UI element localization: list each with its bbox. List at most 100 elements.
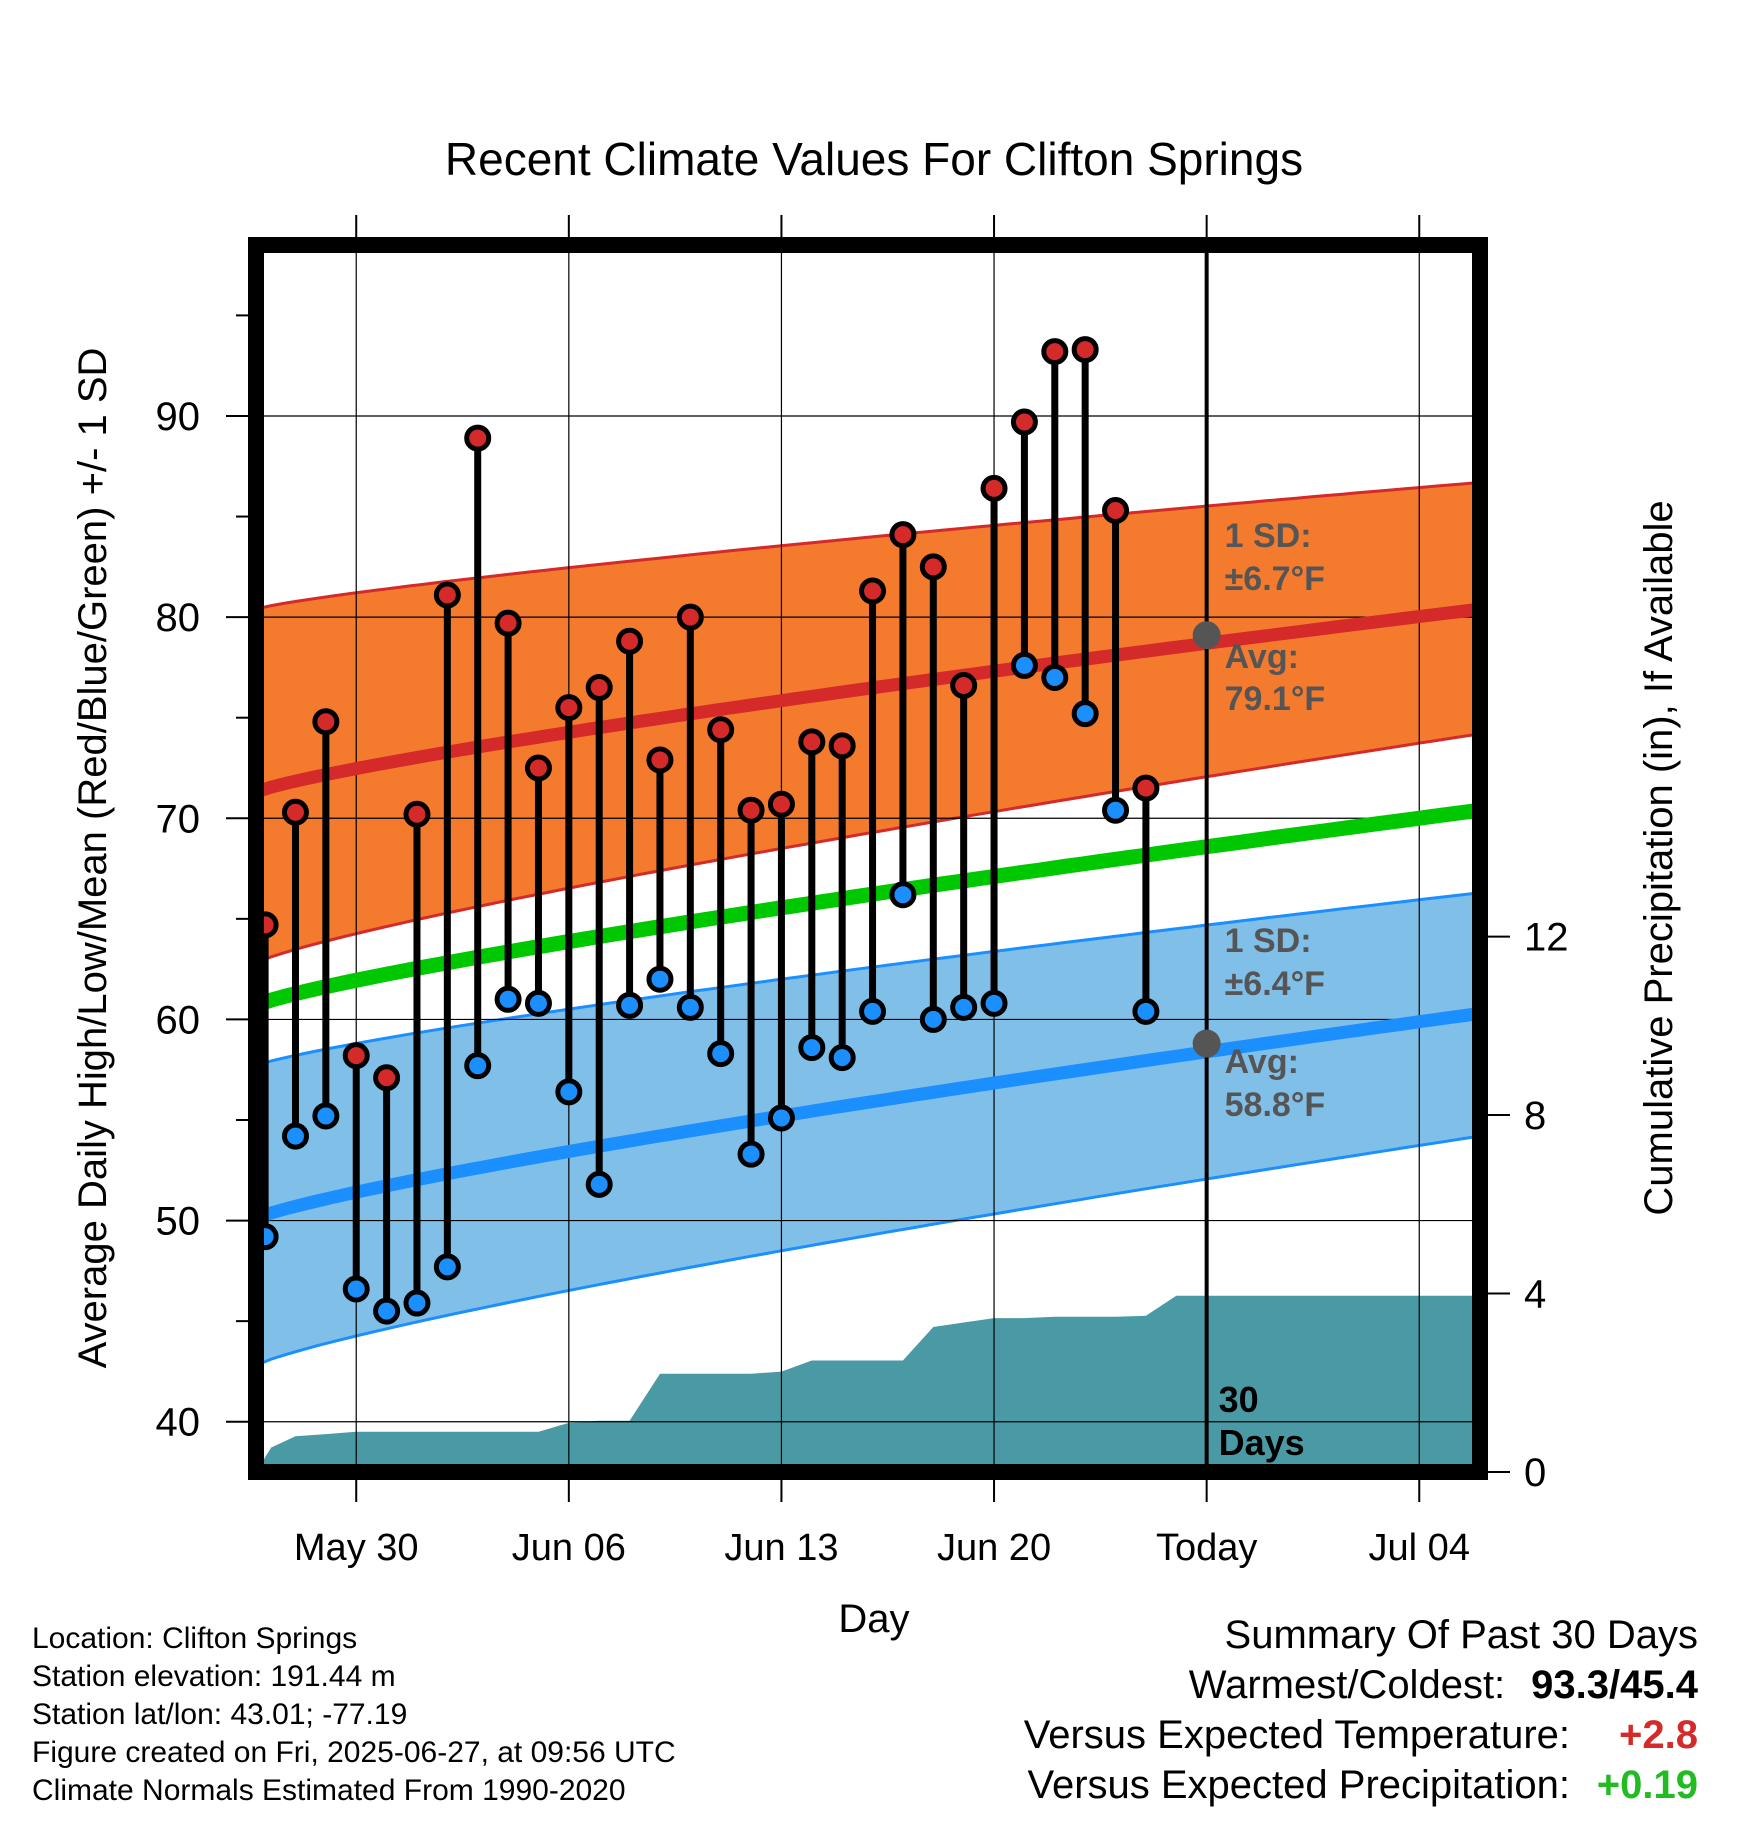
precip-vs-expected-row: Versus Expected Precipitation: +0.19 (1024, 1760, 1698, 1810)
daily-low-point (950, 993, 978, 1021)
daily-high-point (312, 708, 340, 736)
normal-high-line (256, 602, 1480, 799)
daily-high-point (859, 577, 887, 605)
low-band-lower-edge (256, 1134, 1480, 1367)
high-sd-value: ±6.7°F (1225, 560, 1325, 598)
high-band-upper-edge (256, 480, 1480, 611)
daily-low-point (524, 989, 552, 1017)
daily-high-point (707, 716, 735, 744)
daily-low-point (1102, 796, 1130, 824)
daily-low-point (373, 1297, 401, 1325)
x-tick-label: Today (1156, 1527, 1257, 1569)
y-tick-label-right: 12 (1524, 916, 1569, 960)
created-text: Figure created on Fri, 2025-06-27, at 09… (32, 1736, 676, 1769)
daily-high-point (1132, 774, 1160, 802)
y-tick-label-right: 8 (1524, 1094, 1546, 1138)
precipitation-area (256, 1295, 1480, 1472)
high-avg-value: 79.1°F (1225, 680, 1326, 718)
daily-low-point (707, 1040, 735, 1068)
daily-low-point (433, 1253, 461, 1281)
low-avg-label: Avg: (1225, 1043, 1299, 1081)
summary-title: Summary Of Past 30 Days (1224, 1613, 1698, 1657)
x-tick-label: Jun 20 (937, 1527, 1051, 1569)
y-tick-label-right: 0 (1524, 1451, 1546, 1495)
daily-high-point (281, 798, 309, 826)
daily-low-point (403, 1289, 431, 1317)
summary-panel: Summary Of Past 30 Days Warmest/Coldest:… (1024, 1610, 1698, 1810)
station-info: Location: Clifton Springs Station elevat… (32, 1620, 676, 1810)
daily-high-point (676, 603, 704, 631)
daily-high-point (919, 553, 947, 581)
daily-high-point (798, 728, 826, 756)
y-tick-label-left: 40 (156, 1401, 201, 1445)
y-tick-label-left: 90 (156, 395, 201, 439)
low-sd-value: ±6.4°F (1225, 965, 1325, 1003)
daily-high-point (433, 581, 461, 609)
daily-high-point (494, 609, 522, 637)
normal-mean-line (256, 802, 1480, 1013)
temp-vs-expected-row: Versus Expected Temperature: +2.8 (1024, 1710, 1698, 1760)
y-tick-label-left: 70 (156, 797, 201, 841)
daily-high-point (980, 474, 1008, 502)
daily-low-point (646, 965, 674, 993)
temp-vs-expected-value: +2.8 (1619, 1713, 1698, 1757)
x-tick-label: May 30 (294, 1527, 419, 1569)
plot-frame (248, 237, 1488, 1480)
daily-high-point (737, 796, 765, 824)
daily-high-point (1071, 336, 1099, 364)
daily-high-point (1041, 338, 1069, 366)
y-axis-label-right: Cumulative Precipitation (in), If Availa… (1637, 500, 1681, 1215)
precip-vs-expected-label: Versus Expected Precipitation: (1027, 1763, 1570, 1807)
daily-low-point (767, 1104, 795, 1132)
daily-low-point (494, 985, 522, 1013)
low-avg-value: 58.8°F (1225, 1086, 1326, 1124)
daily-high-point (524, 754, 552, 782)
normal-low-line (256, 1006, 1480, 1225)
normals-text: Climate Normals Estimated From 1990-2020 (32, 1774, 626, 1807)
high-avg-marker (1192, 621, 1221, 650)
daily-high-point (616, 627, 644, 655)
daily-low-point (828, 1044, 856, 1072)
period-unit: Days (1219, 1422, 1305, 1463)
high-band-lower-edge (256, 732, 1480, 965)
daily-high-point (1010, 408, 1038, 436)
daily-high-point (950, 672, 978, 700)
daily-low-point (616, 991, 644, 1019)
daily-low-point (889, 881, 917, 909)
daily-low-point (1132, 997, 1160, 1025)
chart-title: Recent Climate Values For Clifton Spring… (445, 133, 1303, 185)
daily-high-point (373, 1064, 401, 1092)
warm-cold-value: 93.3/45.4 (1531, 1663, 1698, 1707)
plot-content: 1 SD: ±6.7°F Avg: 79.1°F 1 SD: ±6.4°F Avg: 58.8… (256, 245, 1480, 1472)
daily-high-point (767, 790, 795, 818)
low-sd-label: 1 SD: (1225, 922, 1312, 960)
x-tick-label: Jun 13 (724, 1527, 838, 1569)
daily-high-point (342, 1042, 370, 1070)
high-sd-band (256, 482, 1480, 964)
high-sd-label: 1 SD: (1225, 517, 1312, 555)
period-number: 30 (1219, 1379, 1259, 1420)
low-avg-marker (1192, 1029, 1221, 1058)
warm-cold-row: Warmest/Coldest: 93.3/45.4 (1024, 1660, 1698, 1710)
daily-low-point (676, 993, 704, 1021)
daily-high-point (828, 732, 856, 760)
daily-low-point (555, 1078, 583, 1106)
daily-low-point (859, 997, 887, 1025)
daily-low-point (342, 1275, 370, 1303)
daily-low-point (464, 1052, 492, 1080)
elevation-text: Station elevation: 191.44 m (32, 1660, 396, 1693)
high-avg-label: Avg: (1225, 638, 1299, 676)
y-tick-label-left: 60 (156, 998, 201, 1042)
daily-low-point (585, 1170, 613, 1198)
low-band-upper-edge (256, 891, 1480, 1068)
daily-high-point (585, 674, 613, 702)
daily-low-point (737, 1140, 765, 1168)
daily-low-point (1071, 700, 1099, 728)
precip-vs-expected-value: +0.19 (1596, 1763, 1698, 1807)
daily-low-point (312, 1102, 340, 1130)
warm-cold-label: Warmest/Coldest: (1188, 1663, 1506, 1707)
daily-low-point (281, 1122, 309, 1150)
daily-low-point (980, 989, 1008, 1017)
daily-high-point (646, 746, 674, 774)
